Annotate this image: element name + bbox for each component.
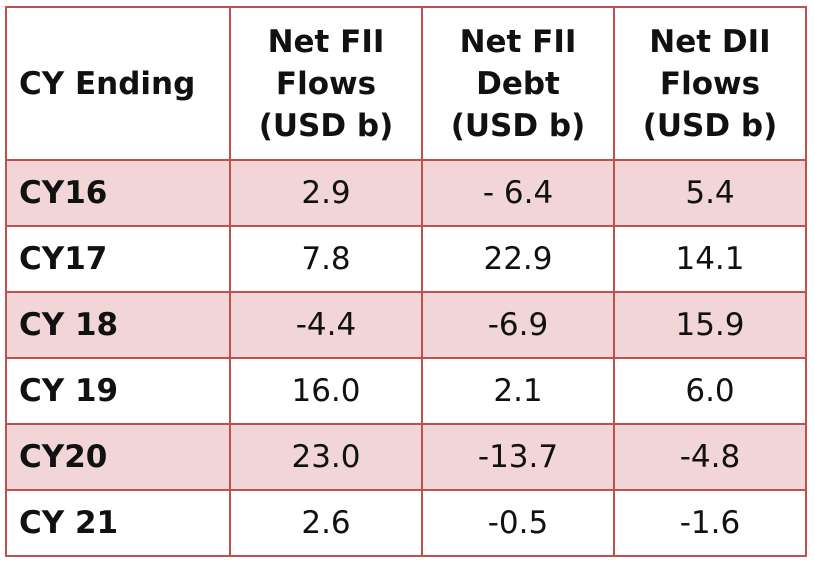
header-row: CY Ending Net FII Flows (USD b) Net FII … <box>5 6 807 161</box>
cell-net-fii-debt: -6.9 <box>421 291 615 359</box>
header-net-fii-debt: Net FII Debt (USD b) <box>421 6 615 161</box>
cell-net-fii-debt: -13.7 <box>421 423 615 491</box>
flows-table-container: CY Ending Net FII Flows (USD b) Net FII … <box>5 6 807 557</box>
header-cy-ending: CY Ending <box>5 6 231 161</box>
row-label: CY 21 <box>5 489 231 557</box>
cell-net-fii-flows: -4.4 <box>229 291 423 359</box>
cell-net-dii-flows: -1.6 <box>613 489 807 557</box>
table-row: CY 21 2.6 -0.5 -1.6 <box>5 489 807 557</box>
header-net-dii-flows: Net DII Flows (USD b) <box>613 6 807 161</box>
cell-net-dii-flows: 5.4 <box>613 159 807 227</box>
cell-net-fii-debt: 22.9 <box>421 225 615 293</box>
cell-net-fii-flows: 2.9 <box>229 159 423 227</box>
cell-net-dii-flows: 6.0 <box>613 357 807 425</box>
row-label: CY20 <box>5 423 231 491</box>
cell-net-fii-flows: 23.0 <box>229 423 423 491</box>
table-row: CY20 23.0 -13.7 -4.8 <box>5 423 807 491</box>
row-label: CY 18 <box>5 291 231 359</box>
table-row: CY16 2.9 - 6.4 5.4 <box>5 159 807 227</box>
header-net-fii-flows: Net FII Flows (USD b) <box>229 6 423 161</box>
cell-net-fii-debt: - 6.4 <box>421 159 615 227</box>
table-row: CY 18 -4.4 -6.9 15.9 <box>5 291 807 359</box>
row-label: CY16 <box>5 159 231 227</box>
row-label: CY 19 <box>5 357 231 425</box>
cell-net-fii-debt: -0.5 <box>421 489 615 557</box>
cell-net-dii-flows: -4.8 <box>613 423 807 491</box>
cell-net-fii-flows: 7.8 <box>229 225 423 293</box>
flows-table: CY Ending Net FII Flows (USD b) Net FII … <box>5 6 807 557</box>
cell-net-dii-flows: 14.1 <box>613 225 807 293</box>
cell-net-fii-debt: 2.1 <box>421 357 615 425</box>
table-row: CY17 7.8 22.9 14.1 <box>5 225 807 293</box>
row-label: CY17 <box>5 225 231 293</box>
cell-net-fii-flows: 16.0 <box>229 357 423 425</box>
cell-net-dii-flows: 15.9 <box>613 291 807 359</box>
cell-net-fii-flows: 2.6 <box>229 489 423 557</box>
table-row: CY 19 16.0 2.1 6.0 <box>5 357 807 425</box>
